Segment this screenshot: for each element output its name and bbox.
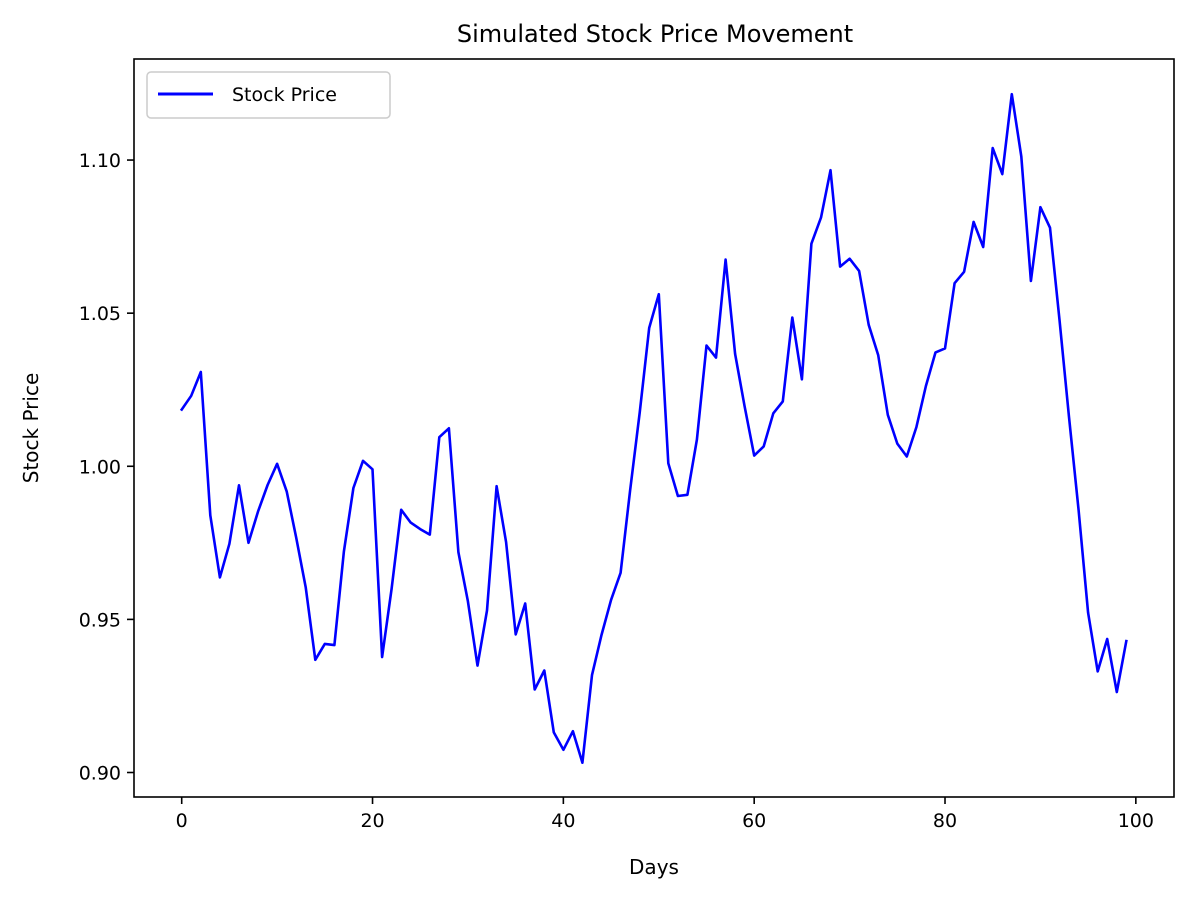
x-tick-label: 80	[933, 810, 957, 832]
series-line-stock-price	[179, 92, 1128, 765]
x-tick-label: 20	[360, 810, 384, 832]
y-tick-label: 1.05	[79, 303, 121, 325]
y-tick-label: 1.10	[79, 150, 121, 172]
x-tick-label: 100	[1118, 810, 1154, 832]
legend-box	[146, 71, 391, 119]
plot-frame	[133, 58, 1175, 798]
y-axis-label: Stock Price	[19, 373, 43, 484]
legend-label: Stock Price	[232, 84, 337, 106]
x-tick-label: 0	[176, 810, 188, 832]
x-tick-label: 40	[551, 810, 575, 832]
y-tick-label: 0.95	[79, 609, 121, 631]
y-tick-label: 1.00	[79, 456, 121, 478]
y-tick-label: 0.90	[79, 763, 121, 785]
x-axis-label: Days	[629, 855, 679, 879]
chart-title: Simulated Stock Price Movement	[457, 20, 853, 48]
x-tick-label: 60	[742, 810, 766, 832]
legend: Stock Price	[146, 71, 391, 119]
axis-ticks: 0 20 40 60 80 100 0.90 0.95 1.00 1.05 1.10	[79, 150, 1154, 832]
plot-area	[179, 92, 1128, 765]
